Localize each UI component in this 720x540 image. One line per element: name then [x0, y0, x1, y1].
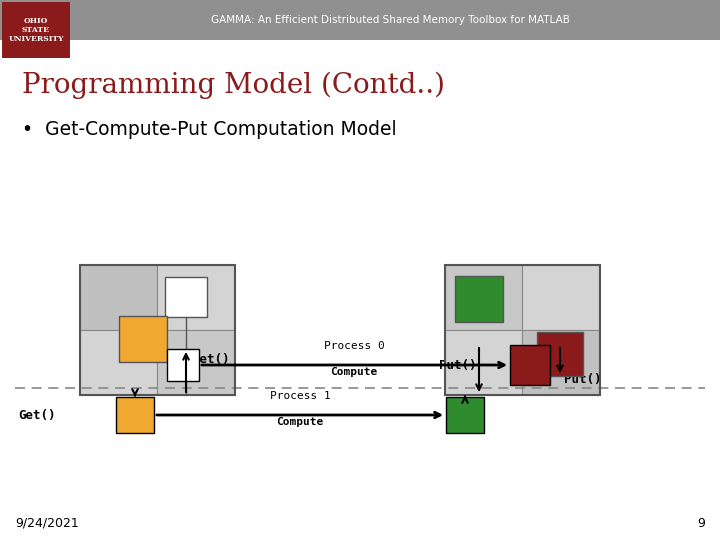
Bar [80, 265, 235, 395]
Bar [537, 332, 583, 376]
Bar [0, 0, 720, 40]
Bar [80, 265, 157, 330]
Text: Programming Model (Contd..): Programming Model (Contd..) [22, 72, 445, 99]
Bar [446, 397, 484, 433]
Bar [455, 276, 503, 322]
Bar [445, 265, 522, 330]
Text: Compute: Compute [276, 417, 323, 427]
Bar [2, 2, 70, 58]
Bar [522, 330, 599, 395]
Bar [165, 277, 207, 317]
Bar [445, 265, 600, 395]
Text: Put(): Put() [439, 359, 477, 372]
Bar [119, 316, 167, 362]
Bar [167, 349, 199, 381]
Text: Process 0: Process 0 [323, 341, 384, 351]
Bar [116, 397, 154, 433]
Bar [510, 345, 550, 385]
Text: Put(): Put() [564, 374, 601, 387]
Bar [157, 265, 234, 330]
Text: Compute: Compute [330, 367, 377, 377]
Text: 9: 9 [697, 517, 705, 530]
Text: •  Get-Compute-Put Computation Model: • Get-Compute-Put Computation Model [22, 120, 397, 139]
Text: GAMMA: An Efficient Distributed Shared Memory Toolbox for MATLAB: GAMMA: An Efficient Distributed Shared M… [210, 15, 570, 25]
Text: Process 1: Process 1 [269, 391, 330, 401]
Bar [157, 330, 234, 395]
Bar [522, 265, 599, 330]
Bar [80, 330, 157, 395]
Text: Get(): Get() [18, 408, 55, 422]
Text: 9/24/2021: 9/24/2021 [15, 517, 78, 530]
Bar [445, 330, 522, 395]
Text: Get(): Get() [192, 354, 230, 367]
Text: OHIO
STATE
UNIVERSITY: OHIO STATE UNIVERSITY [8, 17, 64, 43]
